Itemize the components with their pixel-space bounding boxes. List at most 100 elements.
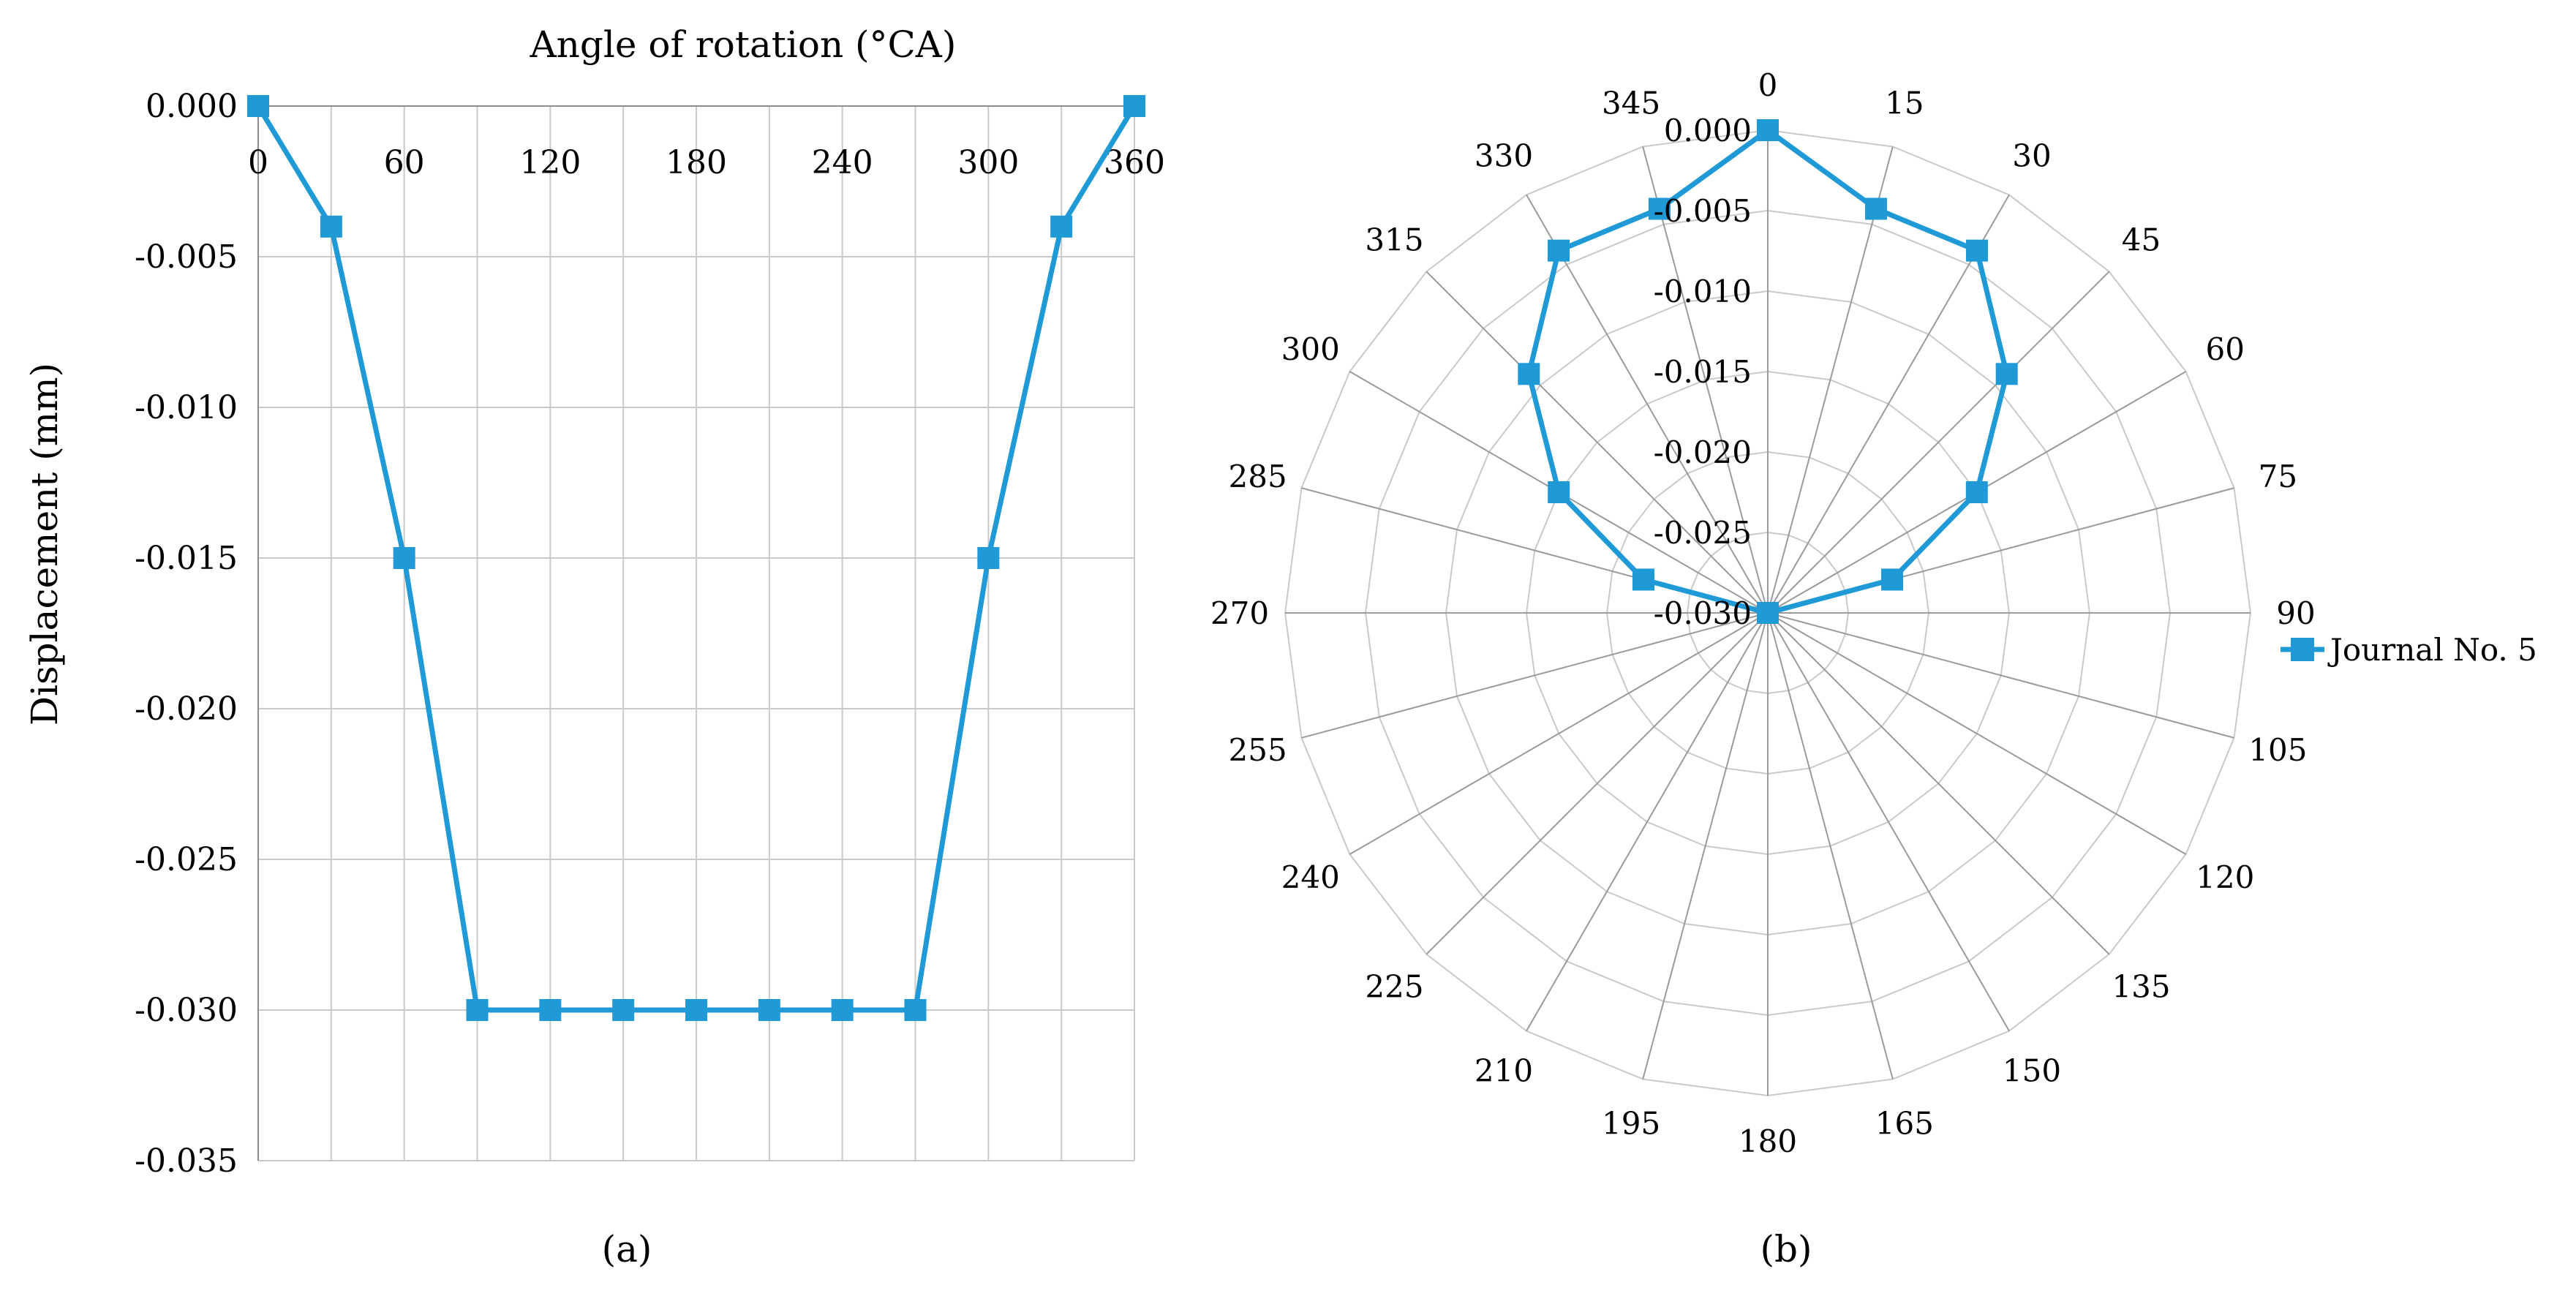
angle-label: 330 <box>1475 138 1533 174</box>
angle-label: 180 <box>1739 1123 1797 1159</box>
data-point <box>539 999 562 1021</box>
spoke <box>1767 612 2187 855</box>
y-tick-label: -0.025 <box>135 841 238 878</box>
data-point <box>1881 568 1904 591</box>
legend: Journal No. 5 <box>2281 632 2537 668</box>
angle-label: 225 <box>1365 969 1423 1005</box>
y-tick-label: -0.005 <box>135 238 238 276</box>
x-axis-title: Angle of rotation (°CA) <box>530 23 957 66</box>
angle-label: 300 <box>1281 331 1340 367</box>
spoke <box>1767 612 2234 739</box>
radial-tick-label: -0.030 <box>1654 595 1752 631</box>
spoke <box>1642 612 1769 1080</box>
x-tick-label: 120 <box>519 144 581 181</box>
radial-tick-label: -0.005 <box>1654 193 1752 229</box>
angle-labels: 0 15 30 45 60 75 90 105 120 135 150 165 180 195 210 225… <box>1210 67 2316 1159</box>
angle-label: 165 <box>1875 1105 1934 1141</box>
data-point <box>1757 602 1779 624</box>
x-tick-label: 180 <box>666 144 727 181</box>
y-tick-label: 0.000 <box>146 88 238 125</box>
data-point <box>904 999 927 1021</box>
radar-chart-panel-b: 0 15 30 45 60 75 90 105 120 135 150 165 180 195 210 225… <box>1210 67 2537 1270</box>
y-axis-title: Displacement (mm) <box>23 363 66 726</box>
data-point <box>831 999 854 1021</box>
data-point <box>1632 568 1654 591</box>
y-tick-label: -0.015 <box>135 540 238 577</box>
angle-label: 30 <box>2012 138 2051 174</box>
spoke <box>1526 612 1769 1032</box>
y-tick-label: -0.030 <box>135 992 238 1029</box>
series <box>247 95 1145 1021</box>
x-tick-label: 300 <box>957 144 1019 181</box>
y-tick-label: -0.020 <box>135 690 238 728</box>
data-point <box>1757 119 1779 141</box>
angle-label: 150 <box>2003 1052 2061 1088</box>
angle-label: 240 <box>1281 859 1340 895</box>
radial-tick-labels: 0.000 -0.005 -0.010 -0.015 -0.020 -0.025 -0.03… <box>1654 113 1752 631</box>
spoke <box>1767 612 2010 1032</box>
spoke <box>1767 271 2110 614</box>
legend-label: Journal No. 5 <box>2327 632 2537 668</box>
x-tick-label: 0 <box>248 144 268 181</box>
data-point <box>1050 215 1073 238</box>
spoke <box>1642 146 1769 614</box>
data-point <box>685 999 707 1021</box>
data-point <box>1965 481 1988 503</box>
radial-tick-label: -0.010 <box>1654 274 1752 309</box>
angle-label: 255 <box>1229 732 1287 768</box>
data-point <box>247 95 269 117</box>
data-point <box>612 999 635 1021</box>
angle-label: 120 <box>2196 859 2254 895</box>
panel-label-a: (a) <box>602 1228 652 1270</box>
angle-label: 0 <box>1758 67 1778 103</box>
data-point <box>320 215 342 238</box>
angle-label: 195 <box>1602 1105 1660 1141</box>
data-point <box>1995 363 2018 385</box>
x-tick-label: 240 <box>812 144 873 181</box>
legend-marker <box>2291 638 2314 661</box>
x-tick-label: 60 <box>384 144 425 181</box>
radial-tick-label: -0.025 <box>1654 515 1752 551</box>
radial-tick-label: -0.020 <box>1654 434 1752 470</box>
y-tick-label: -0.010 <box>135 389 238 426</box>
angle-label: 210 <box>1475 1052 1533 1088</box>
spoke <box>1767 612 2110 955</box>
radial-tick-label: -0.015 <box>1654 354 1752 390</box>
data-point <box>1648 197 1671 220</box>
data-point <box>466 999 489 1021</box>
data-point <box>393 547 415 569</box>
data-point <box>1548 481 1570 503</box>
x-tick-label: 360 <box>1104 144 1165 181</box>
data-point <box>1548 239 1570 262</box>
spoke <box>1767 612 1894 1080</box>
data-point <box>1865 197 1888 220</box>
angle-label: 135 <box>2112 969 2170 1005</box>
angle-label: 315 <box>1365 222 1423 257</box>
spoke <box>1526 194 1769 614</box>
series <box>1518 119 2018 624</box>
angle-label: 75 <box>2259 459 2297 494</box>
angle-label: 90 <box>2276 595 2315 631</box>
data-point <box>1123 95 1145 117</box>
x-tick-labels: 0 60 120 180 240 300 360 <box>248 144 1165 181</box>
angle-label: 15 <box>1885 86 1924 121</box>
radial-tick-label: 0.000 <box>1664 113 1752 148</box>
data-point <box>977 547 1000 569</box>
data-point <box>1966 239 1988 262</box>
y-tick-label: -0.035 <box>135 1142 238 1180</box>
spoke <box>1301 612 1769 739</box>
panel-label-b: (b) <box>1760 1228 1812 1270</box>
spoke <box>1767 194 2010 614</box>
angle-label: 105 <box>2248 732 2307 768</box>
axes <box>257 105 1134 1161</box>
angle-label: 60 <box>2206 331 2245 367</box>
angle-label: 285 <box>1229 459 1287 494</box>
data-point <box>1518 363 1540 385</box>
spoke <box>1426 612 1769 955</box>
line-chart-panel-a: 0 60 120 180 240 300 360 0.000 -0.005 -0.010 -0.0… <box>23 23 1165 1270</box>
angle-label: 45 <box>2122 222 2161 257</box>
data-point <box>758 999 780 1021</box>
angle-label: 270 <box>1210 595 1269 631</box>
y-tick-labels: 0.000 -0.005 -0.010 -0.015 -0.020 -0.025 -0.03… <box>135 88 238 1180</box>
